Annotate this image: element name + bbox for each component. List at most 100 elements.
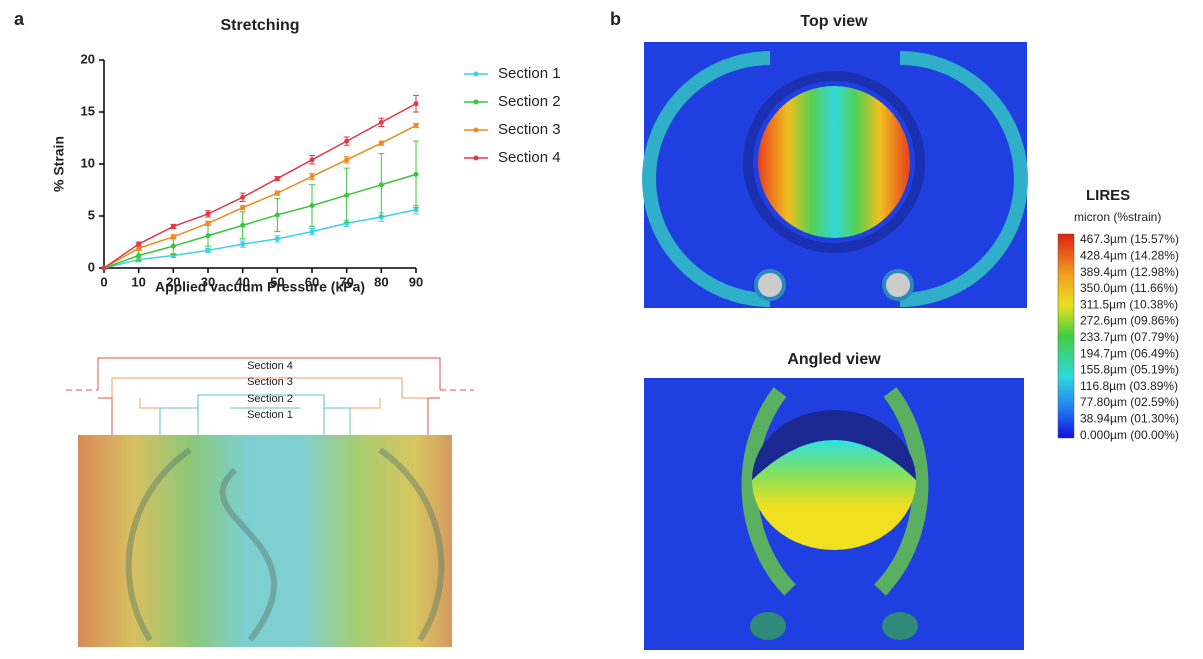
point <box>413 171 419 177</box>
section-label: Section 4 <box>247 360 293 372</box>
line-chart: 0 5 10 15 20 0 10 20 30 40 50 60 70 80 90 Section 1 Sect… <box>81 51 561 289</box>
y-tick-label: 0 <box>88 259 95 274</box>
color-bar-label: 272.6µm (09.86%) <box>1080 314 1179 328</box>
x-tick-label: 40 <box>235 274 249 289</box>
point <box>274 212 280 218</box>
port <box>754 269 786 301</box>
color-bar-label: 77.80µm (02.59%) <box>1080 395 1179 409</box>
x-tick-label: 0 <box>100 274 107 289</box>
series-line <box>103 209 417 269</box>
y-tick-label: 10 <box>81 155 95 170</box>
y-axis-label: % Strain <box>51 136 67 192</box>
angled-view-disk <box>752 440 916 550</box>
point <box>205 211 211 217</box>
point <box>413 207 419 213</box>
point <box>309 173 315 179</box>
x-tick-label: 50 <box>270 274 284 289</box>
point <box>344 157 350 163</box>
section-label: Section 2 <box>247 393 293 405</box>
top-view-arcs <box>642 51 1028 307</box>
point <box>205 220 211 226</box>
color-bar-label: 155.8µm (05.19%) <box>1080 363 1179 377</box>
color-bar-label: 311.5µm (10.38%) <box>1080 297 1178 311</box>
top-view-disk <box>758 86 910 238</box>
strain-image <box>78 435 452 647</box>
port <box>882 612 918 640</box>
point <box>205 247 211 253</box>
point <box>309 229 315 235</box>
color-bar-label: 233.7µm (07.79%) <box>1080 330 1179 344</box>
y-tick-label: 15 <box>81 103 95 118</box>
point <box>344 192 350 198</box>
point <box>205 233 211 239</box>
point <box>240 222 246 228</box>
legend-unit: micron (%strain) <box>1074 210 1161 224</box>
point <box>274 190 280 196</box>
point <box>344 138 350 144</box>
color-bar-label: 194.7µm (06.49%) <box>1080 346 1179 360</box>
point <box>101 265 107 271</box>
point <box>309 203 315 209</box>
legend-swatch <box>473 71 479 77</box>
legend-swatch <box>473 155 479 161</box>
color-bar-label: 467.3µm (15.57%) <box>1080 232 1179 246</box>
point <box>378 182 384 188</box>
color-bar <box>1057 233 1075 439</box>
point <box>413 123 419 129</box>
color-bar-label: 116.8µm (03.89%) <box>1080 379 1178 393</box>
panel-label: a <box>14 9 25 29</box>
chart-title: Stretching <box>220 17 299 34</box>
x-tick-label: 70 <box>339 274 353 289</box>
point <box>170 223 176 229</box>
point <box>136 241 142 247</box>
point <box>240 241 246 247</box>
x-tick-label: 60 <box>305 274 319 289</box>
legend-title: LIRES <box>1086 187 1130 204</box>
legend-swatch <box>473 99 479 105</box>
x-tick-label: 80 <box>374 274 388 289</box>
color-bar-labels: 467.3µm (15.57%) 428.4µm (14.28%) 389.4µm … <box>1080 232 1179 442</box>
angled-view-arcs <box>741 387 929 596</box>
legend-label: Section 4 <box>498 149 561 166</box>
image-rings <box>125 447 445 642</box>
section-label: Section 3 <box>247 376 293 388</box>
panel-label: b <box>610 9 621 29</box>
color-bar-label: 38.94µm (01.30%) <box>1080 411 1179 425</box>
x-tick-label: 20 <box>166 274 180 289</box>
section-diagram <box>66 357 474 435</box>
point <box>309 157 315 163</box>
series-line <box>103 124 417 269</box>
color-bar-label: 0.000µm (00.00%) <box>1080 428 1179 442</box>
section-label: Section 1 <box>247 409 293 421</box>
series-line <box>103 173 417 269</box>
port <box>750 612 786 640</box>
color-bar-label: 428.4µm (14.28%) <box>1080 248 1179 262</box>
x-axis-label: Applied vacuum Pressure (kPa) <box>155 279 365 295</box>
point <box>378 140 384 146</box>
legend-label: Section 2 <box>498 93 561 110</box>
point <box>136 245 142 251</box>
x-tick-label: 90 <box>409 274 423 289</box>
port <box>882 269 914 301</box>
view-title: Angled view <box>787 351 881 368</box>
color-bar-label: 350.0µm (11.66%) <box>1080 281 1178 295</box>
point <box>170 243 176 249</box>
x-tick-label: 30 <box>201 274 215 289</box>
x-tick-label: 10 <box>131 274 145 289</box>
point <box>274 236 280 242</box>
point <box>136 253 142 259</box>
point <box>274 176 280 182</box>
point <box>413 101 419 107</box>
point <box>378 119 384 125</box>
series-line <box>103 103 417 269</box>
y-tick-label: 5 <box>88 207 95 222</box>
y-tick-label: 20 <box>81 51 95 66</box>
point <box>240 205 246 211</box>
color-bar-label: 389.4µm (12.98%) <box>1080 265 1179 279</box>
view-title: Top view <box>800 13 868 30</box>
point <box>170 234 176 240</box>
point <box>240 194 246 200</box>
legend-swatch <box>473 127 479 133</box>
legend-label: Section 3 <box>498 121 561 138</box>
